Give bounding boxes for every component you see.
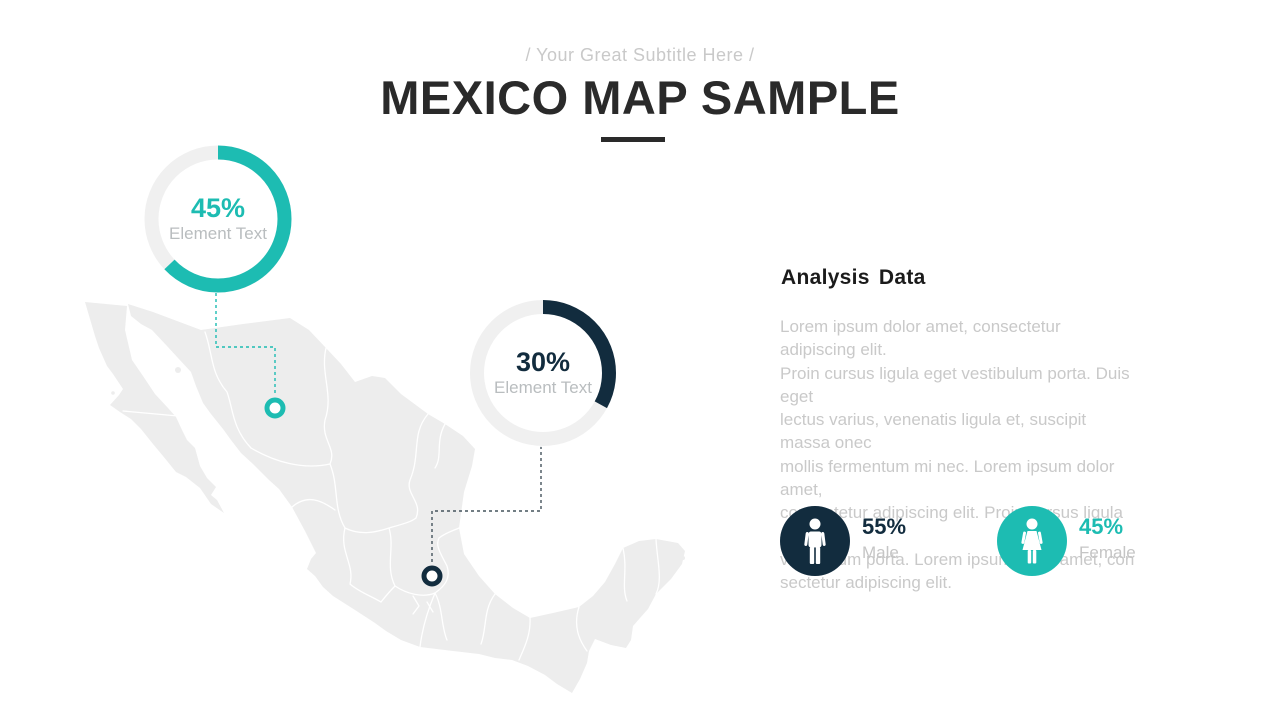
female-label: Female	[1079, 543, 1136, 562]
map-marker-navy	[421, 565, 443, 587]
female-icon	[1021, 518, 1043, 564]
title-underline	[601, 137, 665, 142]
female-stat: 45% Female	[1079, 515, 1136, 563]
female-percent: 45%	[1079, 514, 1124, 539]
analysis-heading: Analysis Data	[781, 266, 926, 289]
map-baja-peninsula	[85, 302, 224, 513]
slide-subtitle: / Your Great Subtitle Here /	[525, 45, 755, 65]
male-label: Male	[862, 543, 899, 562]
male-percent: 55%	[862, 514, 907, 539]
connector-line-navy	[431, 446, 542, 564]
map-marker-teal	[264, 397, 286, 419]
donut-percent: 45%	[190, 193, 246, 223]
map-island	[175, 367, 181, 373]
donut-callout-30: 30% Element Text	[468, 347, 618, 399]
donut-callout-45: 45% Element Text	[143, 193, 293, 245]
donut-label-text: Element Text	[169, 224, 267, 243]
donut-label-text: Element Text	[494, 378, 592, 397]
male-icon	[804, 518, 826, 564]
map-island	[681, 556, 685, 560]
slide-title: MEXICO MAP SAMPLE	[380, 71, 900, 124]
male-stat: 55% Male	[862, 515, 906, 563]
male-stat-badge	[780, 506, 850, 576]
female-stat-badge	[997, 506, 1067, 576]
donut-percent: 30%	[515, 347, 571, 377]
state-borders	[122, 331, 660, 661]
donut-chart-30	[469, 299, 617, 447]
map-island	[111, 391, 115, 395]
donut-chart-45	[144, 145, 292, 293]
connector-line-teal	[215, 293, 276, 396]
